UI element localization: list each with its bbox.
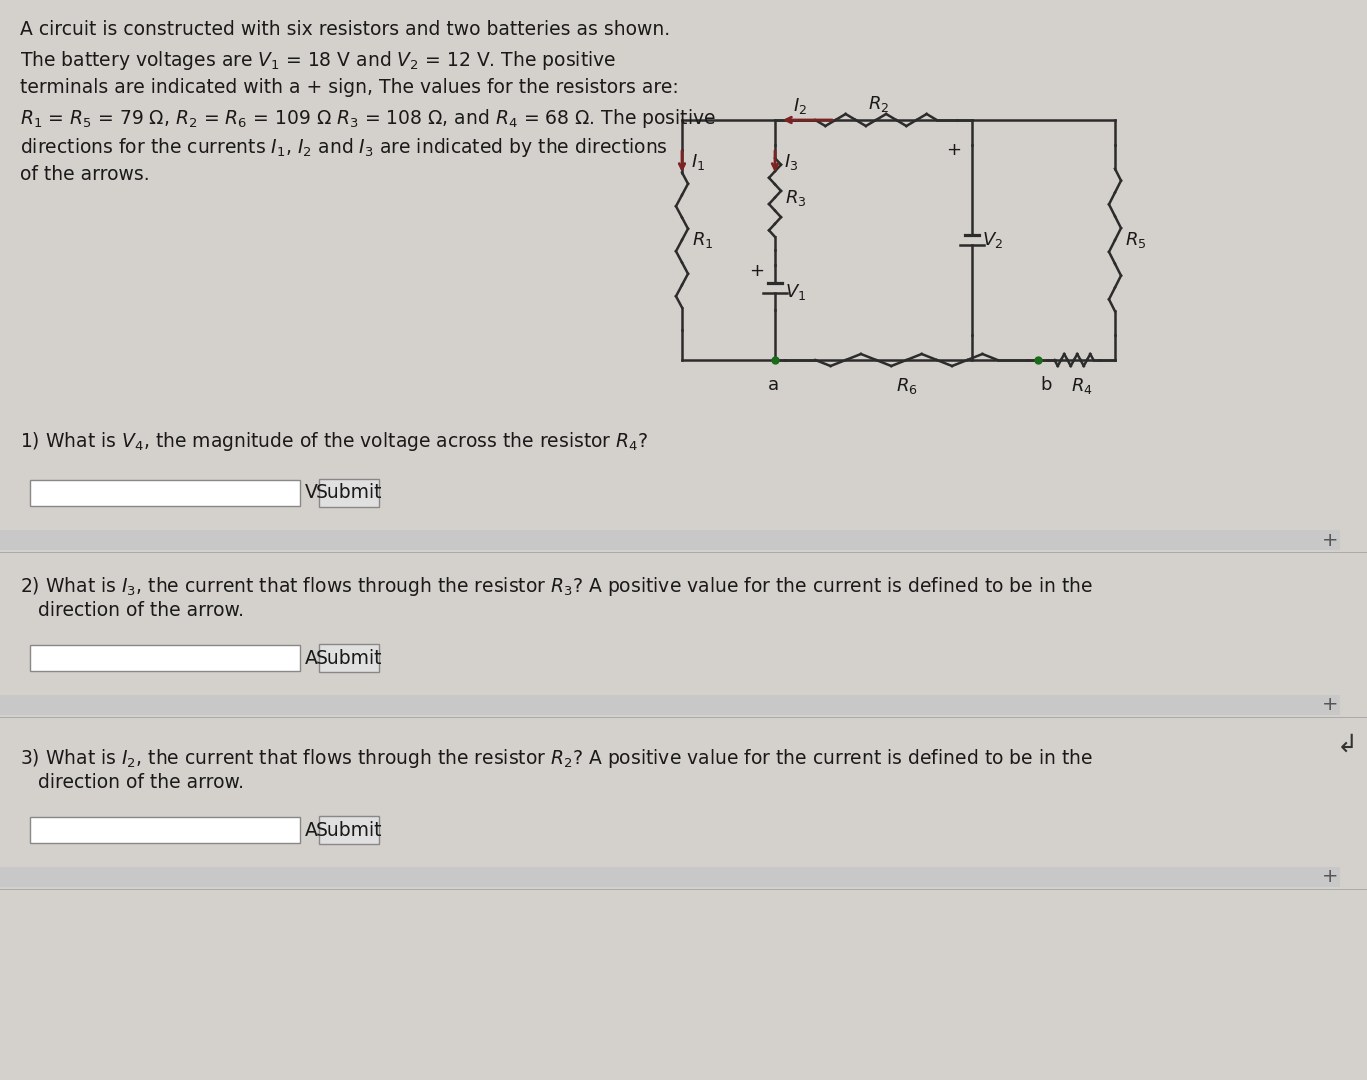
Bar	[0, 530, 1340, 550]
Text: Submit: Submit	[316, 484, 383, 502]
Text: $I_2$: $I_2$	[793, 96, 807, 116]
Text: $R_1$: $R_1$	[692, 230, 714, 249]
Text: $I_1$: $I_1$	[690, 152, 705, 172]
Text: +: +	[1322, 867, 1338, 887]
Text: A: A	[305, 648, 319, 667]
Text: Submit: Submit	[316, 648, 383, 667]
Bar	[0, 696, 1340, 715]
Text: +: +	[946, 141, 961, 159]
Text: directions for the currents $I_1$, $I_2$ and $I_3$ are indicated by the directio: directions for the currents $I_1$, $I_2$…	[21, 136, 668, 159]
Text: $V_1$: $V_1$	[785, 283, 807, 302]
Text: $R_2$: $R_2$	[868, 94, 889, 114]
Text: direction of the arrow.: direction of the arrow.	[21, 600, 243, 620]
Text: V: V	[305, 484, 319, 502]
Text: 3) What is $I_2$, the current that flows through the resistor $R_2$? A positive : 3) What is $I_2$, the current that flows…	[21, 747, 1094, 770]
Text: $R_1$ = $R_5$ = 79 $\Omega$, $R_2$ = $R_6$ = 109 $\Omega$ $R_3$ = 108 $\Omega$, : $R_1$ = $R_5$ = 79 $\Omega$, $R_2$ = $R_…	[21, 107, 716, 130]
Text: Submit: Submit	[316, 821, 383, 839]
FancyBboxPatch shape	[319, 816, 379, 843]
FancyBboxPatch shape	[30, 645, 299, 671]
Text: +: +	[1322, 696, 1338, 715]
Text: of the arrows.: of the arrows.	[21, 165, 149, 184]
Text: b: b	[1040, 376, 1051, 394]
Text: $I_3$: $I_3$	[785, 152, 798, 172]
Bar	[0, 867, 1340, 887]
Text: a: a	[767, 376, 779, 394]
Text: 2) What is $I_3$, the current that flows through the resistor $R_3$? A positive : 2) What is $I_3$, the current that flows…	[21, 575, 1094, 598]
Text: A: A	[305, 821, 319, 839]
Text: 1) What is $V_4$, the magnitude of the voltage across the resistor $R_4$?: 1) What is $V_4$, the magnitude of the v…	[21, 430, 648, 453]
Text: direction of the arrow.: direction of the arrow.	[21, 773, 243, 792]
Text: $R_6$: $R_6$	[895, 376, 917, 396]
Text: +: +	[749, 262, 764, 280]
Text: terminals are indicated with a + sign, The values for the resistors are:: terminals are indicated with a + sign, T…	[21, 78, 679, 97]
FancyBboxPatch shape	[319, 480, 379, 507]
Text: $R_5$: $R_5$	[1125, 230, 1147, 249]
Text: $R_4$: $R_4$	[1070, 376, 1092, 396]
Text: ↲: ↲	[1337, 733, 1357, 757]
Text: $V_2$: $V_2$	[982, 230, 1003, 249]
FancyBboxPatch shape	[30, 480, 299, 507]
FancyBboxPatch shape	[319, 644, 379, 672]
FancyBboxPatch shape	[30, 816, 299, 843]
Text: $R_3$: $R_3$	[785, 188, 807, 207]
Text: A circuit is constructed with six resistors and two batteries as shown.: A circuit is constructed with six resist…	[21, 21, 670, 39]
Text: +: +	[1322, 530, 1338, 550]
Text: The battery voltages are $V_1$ = 18 V and $V_2$ = 12 V. The positive: The battery voltages are $V_1$ = 18 V an…	[21, 49, 617, 72]
